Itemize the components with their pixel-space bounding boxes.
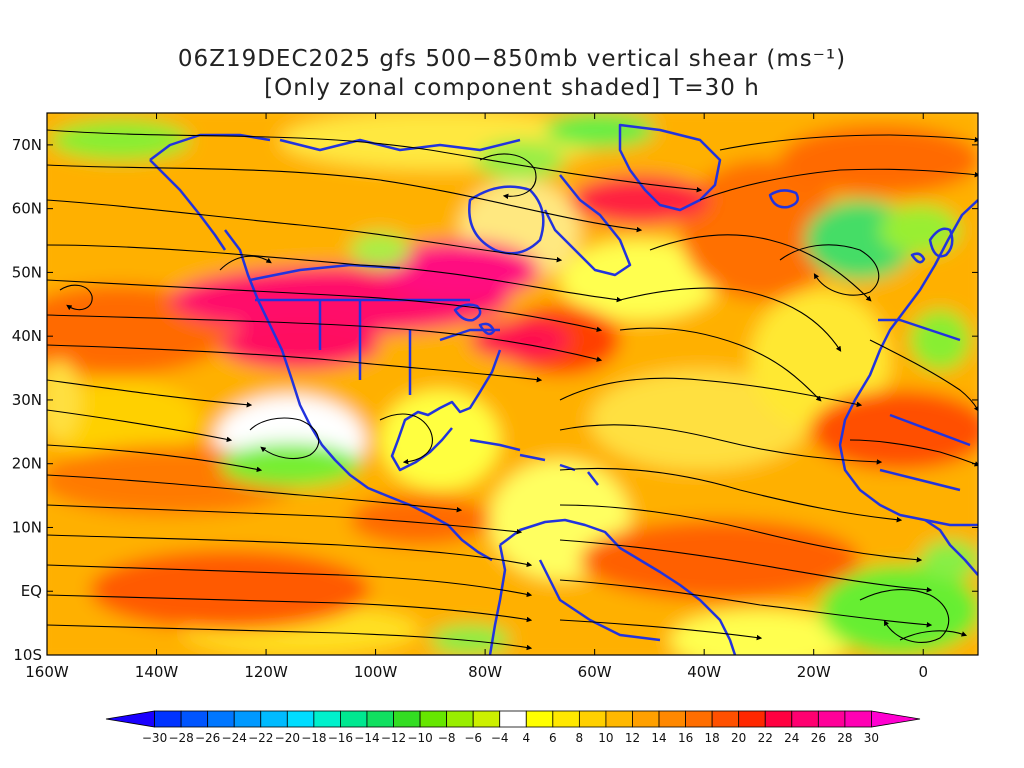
colorbar-swatch <box>711 710 740 728</box>
colorbar-swatch <box>419 710 448 728</box>
colorbar-swatch <box>685 710 713 728</box>
colorbar-swatch <box>871 710 921 728</box>
colorbar-label: −8 <box>438 731 456 745</box>
colorbar-swatch <box>578 710 607 728</box>
lon-tick-label: 20W <box>797 663 831 681</box>
colorbar-swatch <box>658 710 686 728</box>
colorbar-label: −22 <box>248 731 273 745</box>
colorbar-swatch <box>340 710 368 728</box>
colorbar-swatch <box>552 710 580 728</box>
colorbar-label: 10 <box>598 731 613 745</box>
lon-tick-label: 160W <box>25 663 69 681</box>
lat-tick-label: EQ <box>21 582 42 600</box>
north-america-interior <box>249 263 500 395</box>
colorbar-swatch <box>180 710 209 728</box>
plot-frame <box>46 112 979 656</box>
colorbar-swatch <box>499 710 527 728</box>
coastlines <box>149 123 978 655</box>
colorbar-swatch <box>154 710 182 728</box>
uk-ireland <box>910 227 954 264</box>
latitude-axis: 70N 60N 50N 40N 30N 20N 10N EQ 10S <box>12 136 978 664</box>
colorbar-swatch <box>446 710 474 728</box>
colorbar-label: 18 <box>704 731 719 745</box>
colorbar-label: −28 <box>168 731 193 745</box>
colorbar-swatch <box>207 710 235 728</box>
colorbar-label: 30 <box>864 731 879 745</box>
colorbar-swatch <box>313 710 341 728</box>
caribbean-islands <box>469 438 599 486</box>
lon-tick-label: 140W <box>135 663 179 681</box>
colorbar-swatch <box>472 710 501 728</box>
lon-tick-label: 80W <box>468 663 502 681</box>
colorbar-label: 20 <box>731 731 746 745</box>
colorbar-label: −26 <box>195 731 220 745</box>
colorbar-swatch <box>764 710 793 728</box>
colorbar-label: 28 <box>837 731 852 745</box>
colorbar-swatch <box>525 710 554 728</box>
streamlines <box>47 129 978 651</box>
colorbar-swatch <box>605 710 633 728</box>
colorbar-swatch <box>286 710 315 728</box>
colorbar-swatch <box>393 710 421 728</box>
colorbar-label: 8 <box>576 731 584 745</box>
north-america-east-coast <box>390 349 502 472</box>
longitude-axis: 160W 140W 120W 100W 80W 60W 40W 20W 0 <box>25 113 928 681</box>
iceland <box>768 189 799 209</box>
south-america <box>488 518 737 655</box>
canada-arctic <box>279 138 632 277</box>
europe-africa <box>838 199 978 527</box>
colorbar-label: −12 <box>381 731 406 745</box>
lat-tick-label: 10N <box>12 518 42 536</box>
colorbar-label: 6 <box>549 731 557 745</box>
colorbar-label: 14 <box>651 731 666 745</box>
great-lakes <box>453 303 496 336</box>
colorbar-swatch <box>233 710 262 728</box>
colorbar-swatch <box>260 710 288 728</box>
colorbar-label: 12 <box>625 731 640 745</box>
colorbar-label: −16 <box>328 731 353 745</box>
lat-tick-label: 10S <box>13 646 42 664</box>
colorbar-label: 16 <box>678 731 693 745</box>
colorbar-swatch <box>817 710 846 728</box>
lon-tick-label: 60W <box>578 663 612 681</box>
lon-tick-label: 100W <box>354 663 398 681</box>
colorbar-label: 24 <box>784 731 799 745</box>
lat-tick-label: 40N <box>12 327 42 345</box>
lon-tick-label: 40W <box>687 663 721 681</box>
colorbar-label: −30 <box>142 731 167 745</box>
colorbar-label: −24 <box>222 731 247 745</box>
colorbar-label: 4 <box>522 731 530 745</box>
lat-tick-label: 60N <box>12 200 42 218</box>
colorbar-swatch <box>844 710 872 728</box>
lon-tick-label: 120W <box>244 663 288 681</box>
colorbar-swatch <box>366 710 394 728</box>
plot-area <box>46 112 979 656</box>
colorbar-swatch <box>105 710 155 728</box>
colorbar-label: −6 <box>464 731 482 745</box>
colorbar-label: −18 <box>301 731 326 745</box>
hudson-bay <box>468 185 545 255</box>
colorbar-label: 26 <box>811 731 826 745</box>
colorbar-label: −10 <box>407 731 432 745</box>
lat-tick-label: 30N <box>12 391 42 409</box>
colorbar-label: −20 <box>275 731 300 745</box>
colorbar-swatch <box>791 710 819 728</box>
lat-tick-label: 70N <box>12 136 42 154</box>
colorbar-label: 22 <box>758 731 773 745</box>
north-america-west-coast <box>224 229 493 562</box>
lon-tick-label: 0 <box>918 663 928 681</box>
west-africa-gulf <box>924 518 978 576</box>
colorbar-swatch <box>632 710 660 728</box>
lat-tick-label: 50N <box>12 263 42 281</box>
colorbar-swatch <box>738 710 766 728</box>
plot-title-line2: [Only zonal component shaded] T=30 h <box>264 75 760 101</box>
plot-title-line1: 06Z19DEC2025 gfs 500−850mb vertical shea… <box>177 46 847 72</box>
greenland <box>618 123 722 212</box>
shear-shading <box>47 113 978 655</box>
colorbar-label: −14 <box>354 731 379 745</box>
colorbar-label: −4 <box>491 731 509 745</box>
lat-tick-label: 20N <box>12 455 42 473</box>
colorbar: −30 −28 −26 −24 −22 −20 −18 −16 −14 −12 −10 −8 −6 −4 4… <box>105 710 921 745</box>
